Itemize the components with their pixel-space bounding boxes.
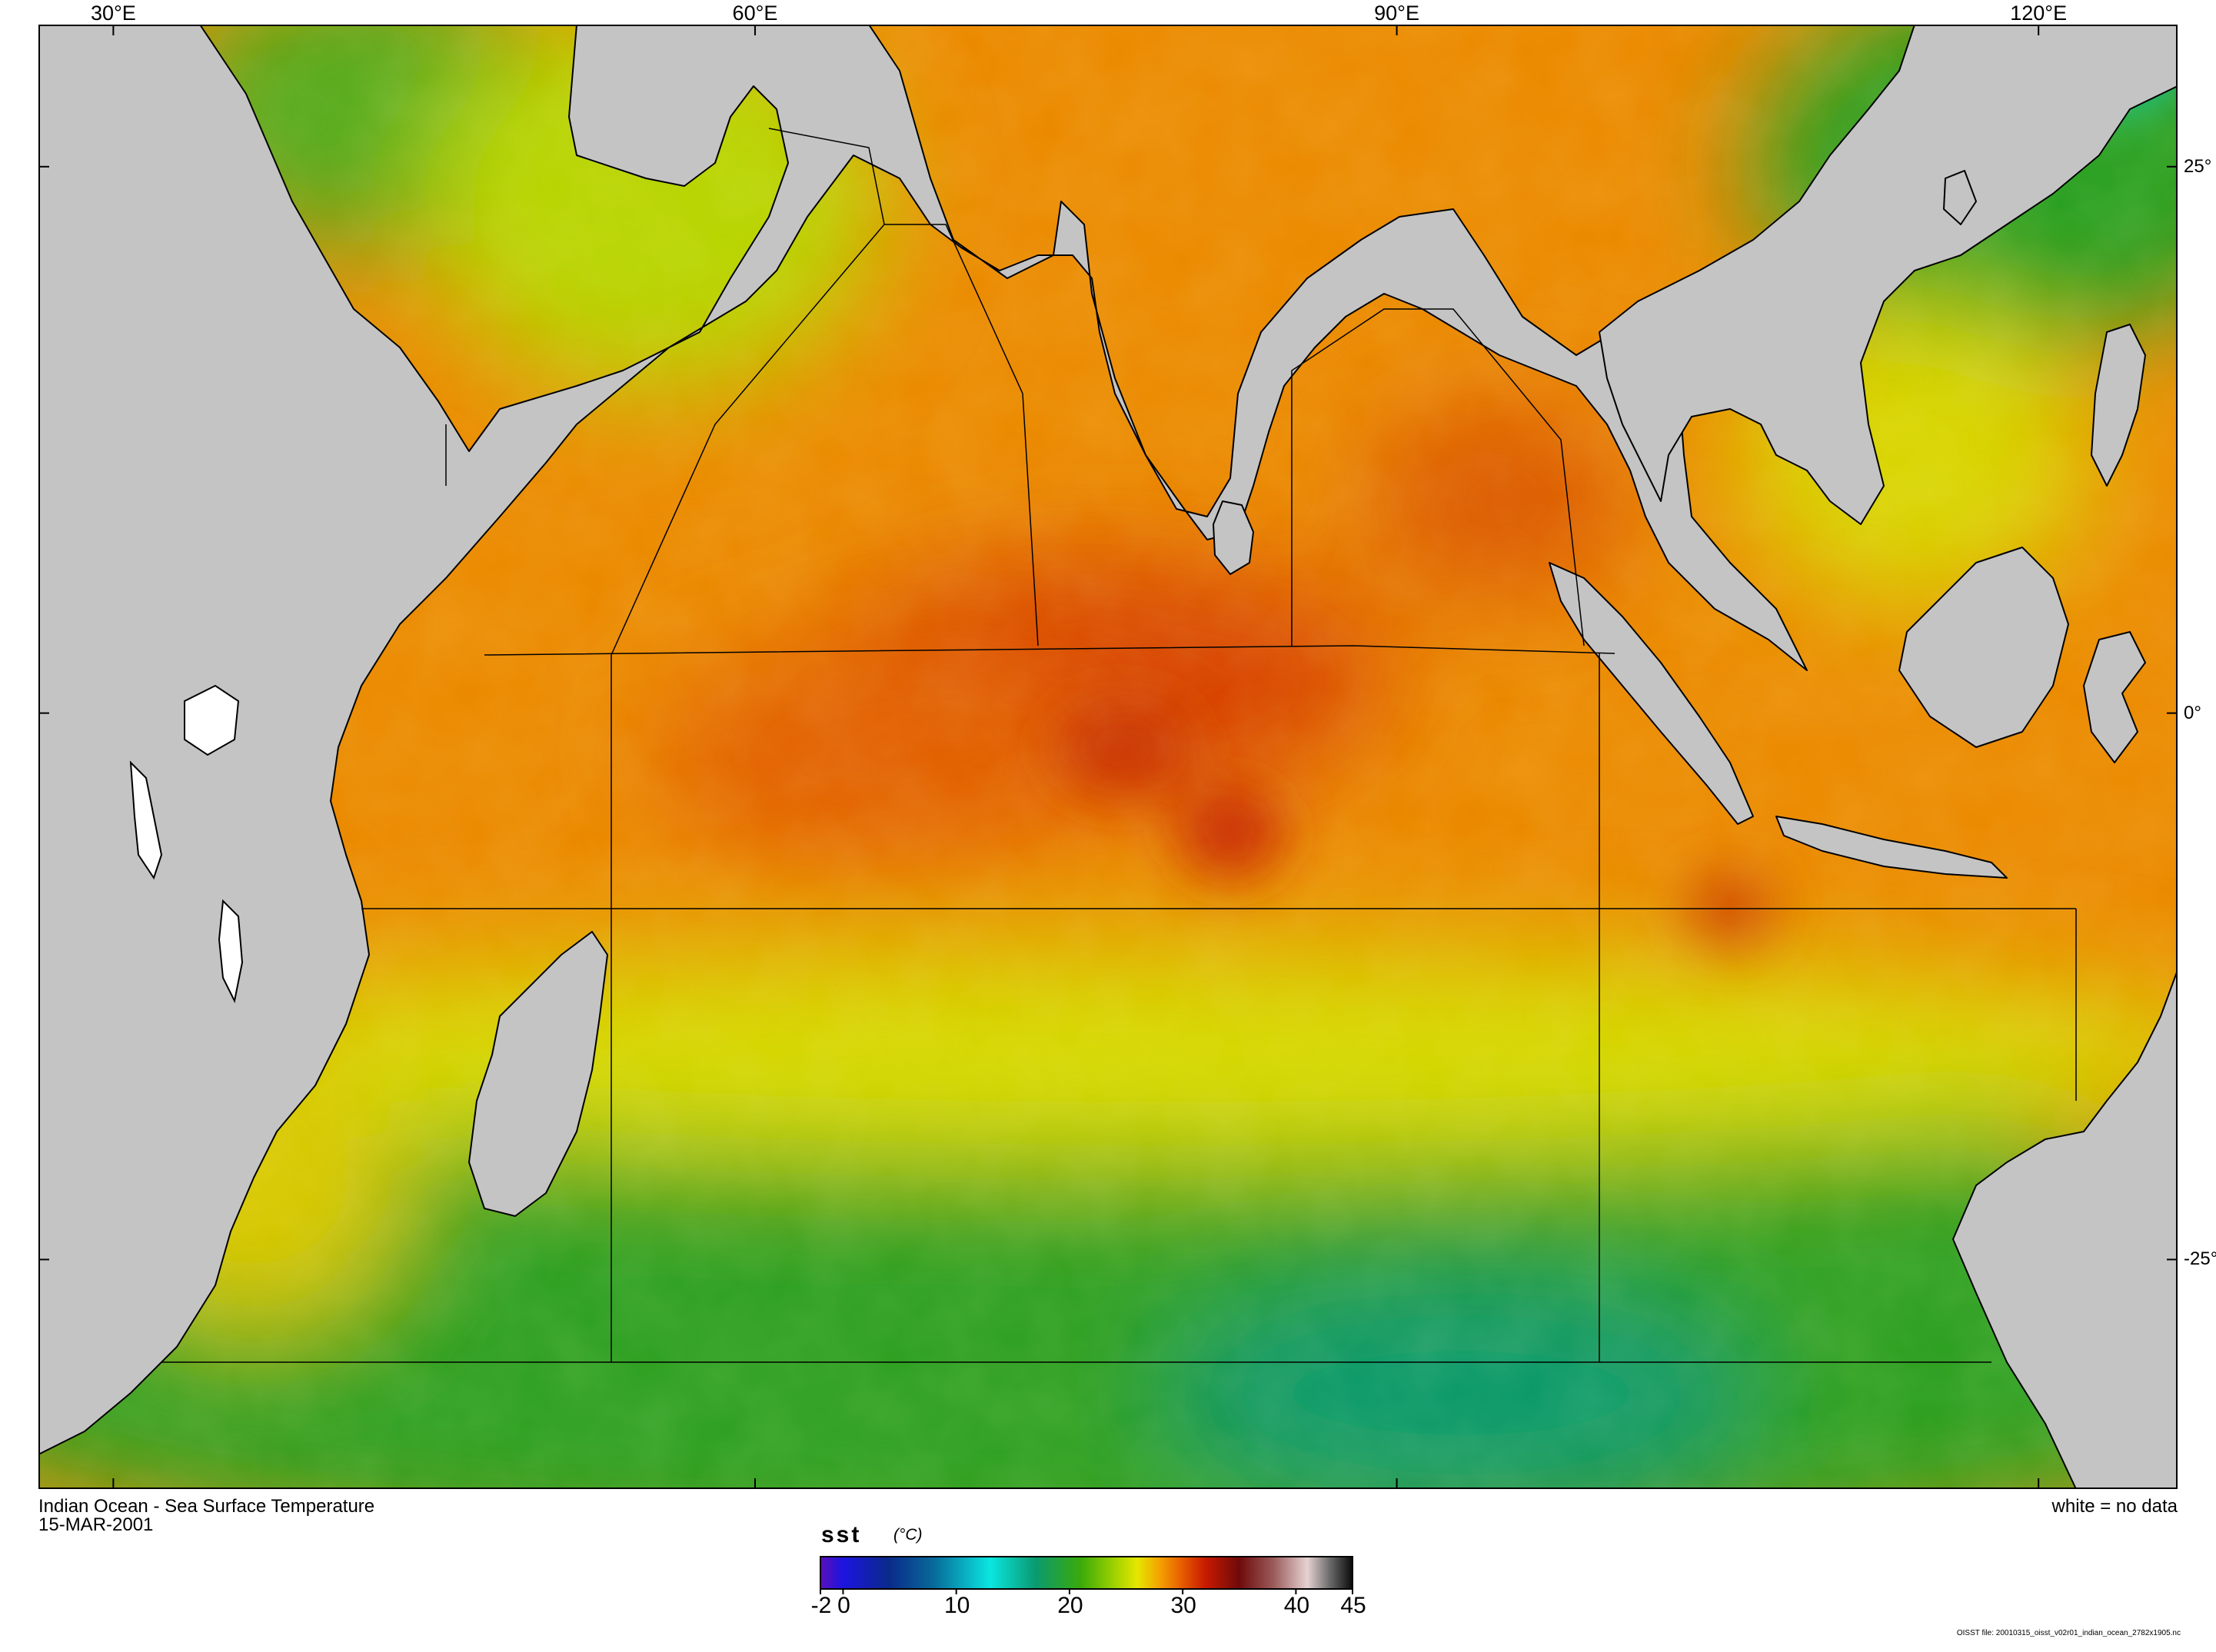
no-data-note: white = no data — [2051, 1496, 2178, 1517]
taiwan-hainan-islands — [1943, 170, 1977, 225]
philippines — [2091, 324, 2146, 487]
graticule-ticks — [38, 25, 2178, 1489]
colorbar — [820, 1556, 1353, 1594]
colorbar-units: (°C) — [893, 1526, 923, 1544]
longitude-label-120e: 120°E — [2010, 2, 2068, 25]
latitude-label-25n: 25° — [2184, 155, 2212, 177]
longitude-label-30e: 30°E — [90, 2, 136, 25]
map-title: Indian Ocean - Sea Surface Temperature — [38, 1496, 375, 1517]
boundary-bay-of-bengal — [1291, 308, 1585, 647]
map-date: 15-MAR-2001 — [38, 1514, 154, 1535]
land-masses — [38, 25, 2178, 1489]
colorbar-tick-label-45: 45 — [1340, 1593, 1366, 1618]
no-data-lake-victoria — [184, 684, 240, 756]
map-panel — [38, 25, 2178, 1489]
madagascar — [468, 931, 608, 1217]
colorbar-gradient — [820, 1556, 1353, 1590]
colorbar-variable-name: sst — [821, 1522, 862, 1547]
boundary-arabian-sea — [611, 224, 1039, 656]
no-data-areas — [129, 684, 244, 1004]
java — [1775, 816, 2008, 879]
colorbar-tick-label-40: 40 — [1283, 1593, 1310, 1618]
no-data-lake-tanganyika — [129, 760, 163, 880]
sulawesi — [2083, 631, 2146, 763]
borneo — [1898, 547, 2069, 748]
no-data-lake-malawi — [218, 899, 244, 1004]
colorbar-tick-label-30: 30 — [1170, 1593, 1196, 1618]
sst-map — [38, 25, 2178, 1489]
boundary-gulf-oman — [768, 128, 885, 225]
sumatra — [1549, 562, 1754, 825]
longitude-label-60e: 60°E — [732, 2, 778, 25]
latitude-label-25s: -25° — [2184, 1248, 2216, 1270]
colorbar-tick-label-0: 0 — [837, 1593, 850, 1618]
colorbar-tick-label-20: 20 — [1057, 1593, 1083, 1618]
boundary-central-equatorial — [484, 645, 1615, 656]
colorbar-tick-label-10: 10 — [943, 1593, 970, 1618]
australia — [1952, 969, 2178, 1489]
longitude-label-90e: 90°E — [1374, 2, 1419, 25]
sri-lanka — [1213, 500, 1254, 575]
southeast-asia — [1599, 25, 2178, 525]
region-boundaries — [161, 128, 2077, 1363]
latitude-label-equator: 0° — [2184, 702, 2201, 723]
map-border — [38, 25, 2178, 1489]
source-file-note: OISST file: 20010315_oisst_v02r01_indian… — [1956, 1629, 2181, 1637]
colorbar-tick-label-neg2: -2 — [810, 1593, 832, 1618]
africa-arabia-landmass — [38, 25, 1808, 1455]
